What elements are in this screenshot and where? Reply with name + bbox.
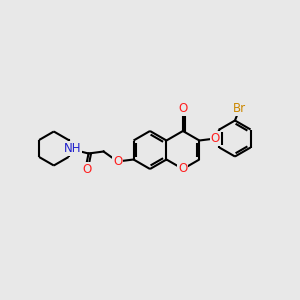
Text: NH: NH — [64, 142, 81, 155]
Text: O: O — [178, 163, 188, 176]
Text: O: O — [113, 155, 122, 168]
Text: O: O — [211, 132, 220, 145]
Text: Br: Br — [232, 102, 245, 115]
Text: O: O — [82, 163, 91, 176]
Text: O: O — [178, 103, 188, 116]
